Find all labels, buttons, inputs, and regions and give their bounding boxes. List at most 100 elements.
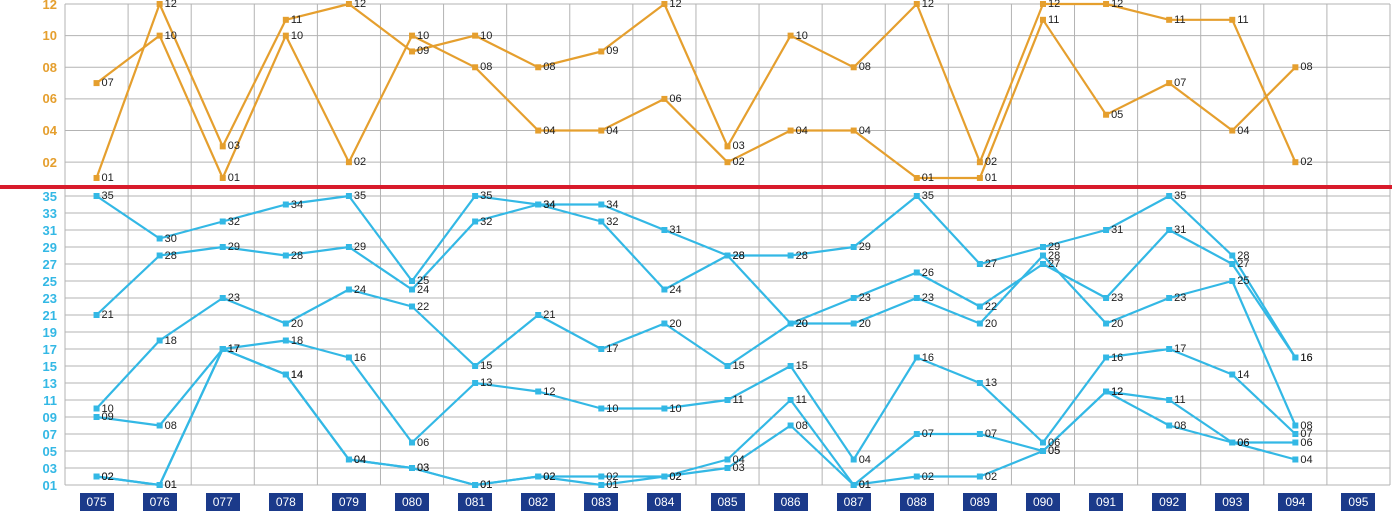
series-point <box>977 261 983 267</box>
series-point <box>661 1 667 7</box>
y-axis-tick: 04 <box>0 123 57 138</box>
series-point <box>1103 227 1109 233</box>
series-point <box>283 253 289 259</box>
series-point <box>977 431 983 437</box>
series-point <box>157 423 163 429</box>
x-axis-category: 080 <box>395 493 429 511</box>
series-point <box>1292 457 1298 463</box>
series-point <box>472 380 478 386</box>
series-point <box>914 193 920 199</box>
series-point <box>346 193 352 199</box>
series-point <box>1166 295 1172 301</box>
series-point <box>661 96 667 102</box>
series-point <box>472 363 478 369</box>
series-point <box>1103 389 1109 395</box>
series-point <box>157 1 163 7</box>
series-point <box>1229 440 1235 446</box>
series-point <box>788 128 794 134</box>
y-axis-tick: 31 <box>0 223 57 238</box>
series-point <box>535 202 541 208</box>
series-point <box>725 465 731 471</box>
series-point <box>661 287 667 293</box>
y-axis-tick: 35 <box>0 189 57 204</box>
series-point <box>1229 278 1235 284</box>
series-point <box>851 64 857 70</box>
x-axis-category: 081 <box>458 493 492 511</box>
series-point <box>94 312 100 318</box>
x-axis-category: 087 <box>837 493 871 511</box>
series-point <box>788 253 794 259</box>
series-point <box>1166 80 1172 86</box>
series-point <box>725 143 731 149</box>
series-point <box>598 406 604 412</box>
y-axis-tick: 02 <box>0 155 57 170</box>
series-point <box>409 287 415 293</box>
series-point <box>1166 17 1172 23</box>
series-point <box>472 193 478 199</box>
series-point <box>1103 355 1109 361</box>
x-axis-category: 085 <box>711 493 745 511</box>
y-axis-tick: 23 <box>0 291 57 306</box>
series-point <box>220 143 226 149</box>
series-point <box>1166 227 1172 233</box>
series-point <box>283 17 289 23</box>
series-point <box>851 295 857 301</box>
series-point <box>977 474 983 480</box>
y-axis-tick: 07 <box>0 427 57 442</box>
x-axis-category: 092 <box>1152 493 1186 511</box>
series-point <box>94 175 100 181</box>
series-point <box>661 227 667 233</box>
series-point <box>598 128 604 134</box>
series-point <box>725 363 731 369</box>
series-point <box>661 406 667 412</box>
series-point <box>157 253 163 259</box>
series-point <box>535 128 541 134</box>
series-point <box>1103 321 1109 327</box>
series-point <box>1292 440 1298 446</box>
series-point <box>725 457 731 463</box>
series-point <box>346 159 352 165</box>
x-axis-category: 089 <box>963 493 997 511</box>
series-point <box>1040 261 1046 267</box>
series-point <box>851 482 857 488</box>
y-axis-tick: 08 <box>0 60 57 75</box>
x-axis-category: 075 <box>80 493 114 511</box>
x-axis-category: 095 <box>1341 493 1375 511</box>
series-point <box>1040 17 1046 23</box>
series-point <box>1103 112 1109 118</box>
series-point <box>977 321 983 327</box>
series-point <box>851 244 857 250</box>
x-axis-category: 093 <box>1215 493 1249 511</box>
series-point <box>1040 253 1046 259</box>
x-axis-category: 076 <box>143 493 177 511</box>
x-axis-category: 088 <box>900 493 934 511</box>
series-point <box>157 338 163 344</box>
y-axis-tick: 25 <box>0 274 57 289</box>
series-point <box>1292 159 1298 165</box>
series-point <box>283 321 289 327</box>
series-point <box>346 457 352 463</box>
series-point <box>1229 253 1235 259</box>
series-point <box>220 219 226 225</box>
series-point <box>977 175 983 181</box>
series-point <box>346 244 352 250</box>
series-point <box>220 346 226 352</box>
series-point <box>1040 244 1046 250</box>
y-axis-tick: 13 <box>0 376 57 391</box>
series-point <box>1040 440 1046 446</box>
series-point <box>1166 423 1172 429</box>
series-point <box>598 48 604 54</box>
series-point <box>788 397 794 403</box>
series-point <box>598 482 604 488</box>
series-point <box>1292 355 1298 361</box>
series-point <box>851 457 857 463</box>
series-point <box>346 355 352 361</box>
series-point <box>157 482 163 488</box>
series-point <box>914 295 920 301</box>
series-point <box>409 48 415 54</box>
series-point <box>535 389 541 395</box>
x-axis-category: 086 <box>774 493 808 511</box>
y-axis-tick: 15 <box>0 359 57 374</box>
series-point <box>1040 1 1046 7</box>
y-axis-tick: 17 <box>0 342 57 357</box>
